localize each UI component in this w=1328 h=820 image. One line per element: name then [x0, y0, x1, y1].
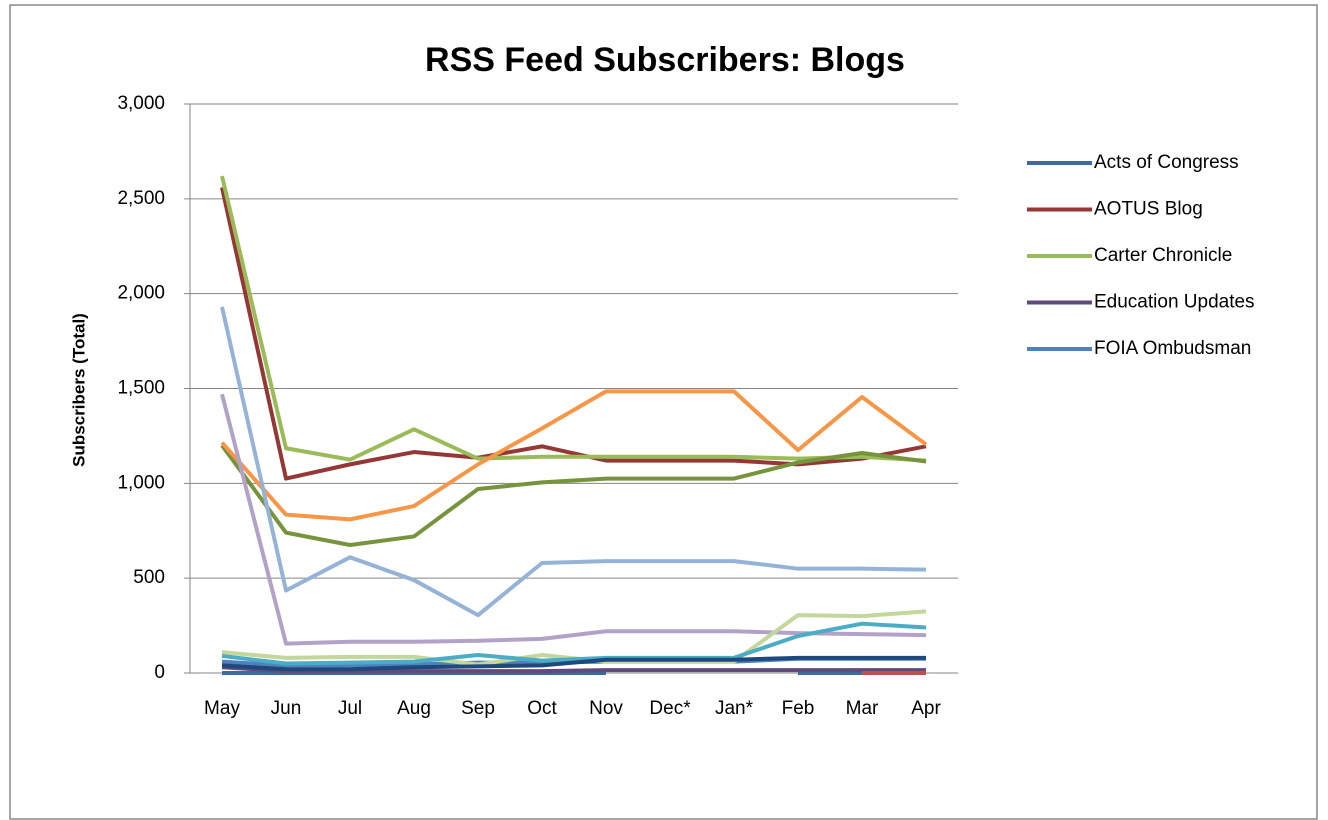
- y-axis-label: Subscribers (Total): [69, 313, 88, 467]
- legend-label: Acts of Congress: [1094, 152, 1239, 173]
- legend-label: AOTUS Blog: [1094, 199, 1203, 220]
- x-tick-label: Mar: [846, 698, 879, 719]
- x-tick-label: Oct: [527, 698, 557, 719]
- chart-frame: [9, 4, 1318, 820]
- y-tick-label: 2,000: [117, 283, 165, 304]
- x-tick-label: Nov: [589, 698, 623, 719]
- x-tick-label: Aug: [397, 698, 431, 719]
- y-tick-label: 2,500: [117, 188, 165, 209]
- y-tick-label: 500: [133, 567, 165, 588]
- chart-title: RSS Feed Subscribers: Blogs: [425, 41, 905, 79]
- legend-label: FOIA Ombudsman: [1094, 338, 1251, 359]
- series-line: [220, 187, 927, 481]
- x-tick-label: Feb: [782, 698, 815, 719]
- x-tick-label: Dec*: [649, 698, 691, 719]
- series-line: [220, 444, 927, 547]
- y-tick-label: 3,000: [117, 93, 165, 114]
- x-tick-label: Sep: [461, 698, 495, 719]
- y-tick-label: 1,500: [117, 378, 165, 399]
- x-tick-label: May: [204, 698, 240, 719]
- series-line: [220, 389, 928, 522]
- x-tick-label: Jul: [338, 698, 362, 719]
- series-line: [220, 175, 927, 463]
- x-tick-label: Jun: [271, 698, 302, 719]
- x-tick-label: Jan*: [715, 698, 754, 719]
- series-line: [220, 306, 927, 618]
- series-line: [221, 621, 927, 666]
- x-tick-label: Apr: [911, 698, 941, 719]
- legend-label: Carter Chronicle: [1094, 245, 1232, 266]
- series-line: [221, 655, 926, 672]
- legend-label: Education Updates: [1094, 292, 1255, 313]
- y-tick-label: 1,000: [117, 472, 165, 493]
- y-tick-label: 0: [154, 662, 165, 683]
